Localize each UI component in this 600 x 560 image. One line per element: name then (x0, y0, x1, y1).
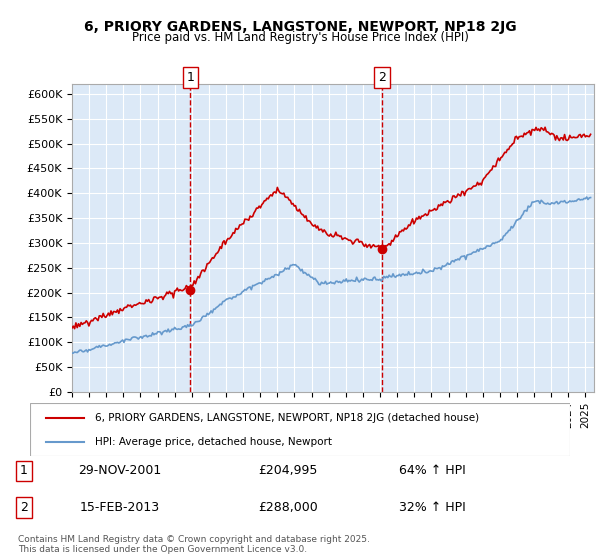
Text: £204,995: £204,995 (259, 464, 317, 478)
FancyBboxPatch shape (30, 403, 570, 456)
Text: 1: 1 (187, 71, 194, 84)
Text: 1: 1 (20, 464, 28, 478)
Text: HPI: Average price, detached house, Newport: HPI: Average price, detached house, Newp… (95, 436, 332, 446)
Text: 32% ↑ HPI: 32% ↑ HPI (398, 501, 466, 514)
Text: Price paid vs. HM Land Registry's House Price Index (HPI): Price paid vs. HM Land Registry's House … (131, 31, 469, 44)
Text: 6, PRIORY GARDENS, LANGSTONE, NEWPORT, NP18 2JG (detached house): 6, PRIORY GARDENS, LANGSTONE, NEWPORT, N… (95, 413, 479, 423)
Text: 15-FEB-2013: 15-FEB-2013 (80, 501, 160, 514)
Text: 2: 2 (20, 501, 28, 514)
Text: 64% ↑ HPI: 64% ↑ HPI (398, 464, 466, 478)
Text: 2: 2 (378, 71, 386, 84)
Text: 29-NOV-2001: 29-NOV-2001 (79, 464, 161, 478)
Text: £288,000: £288,000 (258, 501, 318, 514)
Text: 6, PRIORY GARDENS, LANGSTONE, NEWPORT, NP18 2JG: 6, PRIORY GARDENS, LANGSTONE, NEWPORT, N… (83, 20, 517, 34)
Text: Contains HM Land Registry data © Crown copyright and database right 2025.
This d: Contains HM Land Registry data © Crown c… (18, 535, 370, 554)
